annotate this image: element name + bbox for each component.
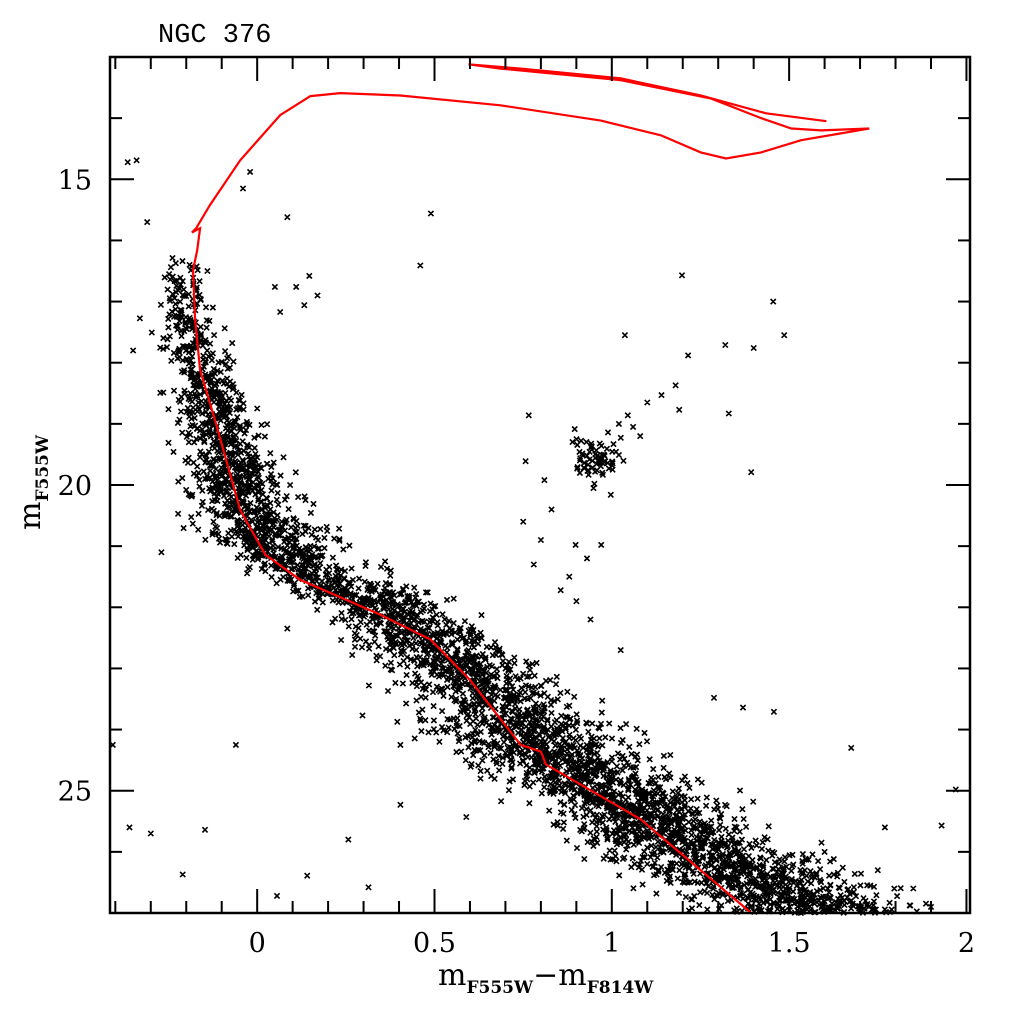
y-tick-label: 20 (58, 471, 92, 502)
axis-ticks (110, 57, 970, 913)
x-axis-label: mF555W−mF814W (438, 958, 654, 998)
y-tick-label: 25 (58, 777, 92, 808)
chart-title: NGC 376 (158, 21, 271, 51)
x-tick-label: 0.5 (413, 928, 456, 959)
isochrone-line (191, 63, 870, 914)
star-markers (109, 157, 959, 917)
x-tick-label: 2 (958, 928, 975, 959)
x-tick-label: 1.5 (768, 928, 811, 959)
x-tick-label: 0 (249, 928, 266, 959)
y-tick-label: 15 (58, 165, 92, 196)
x-tick-label: 1 (603, 928, 620, 959)
y-axis-label: mF555W (13, 434, 53, 530)
star-marker-path (109, 157, 959, 917)
